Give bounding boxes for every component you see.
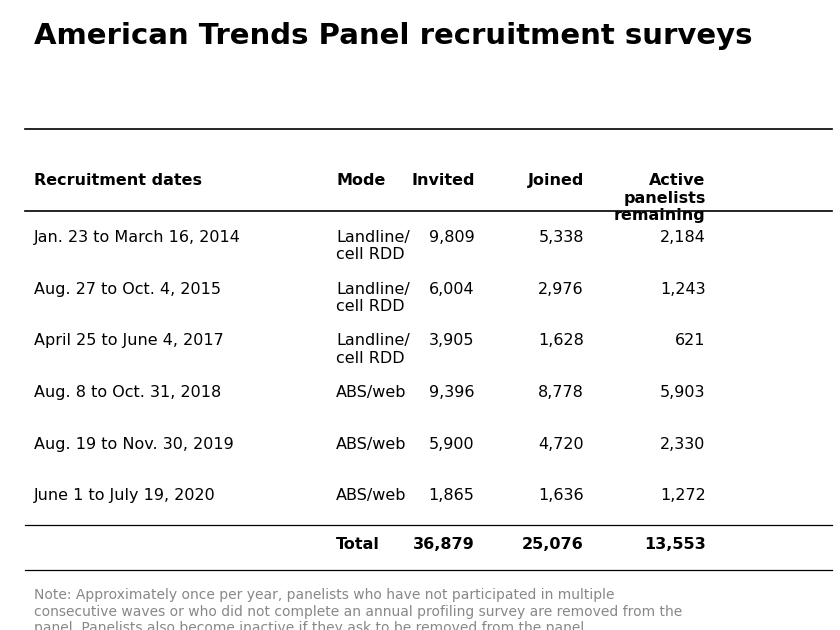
Text: 5,900: 5,900 — [429, 437, 475, 452]
Text: 36,879: 36,879 — [412, 537, 475, 552]
Text: Landline/
cell RDD: Landline/ cell RDD — [336, 333, 410, 365]
Text: June 1 to July 19, 2020: June 1 to July 19, 2020 — [34, 488, 215, 503]
Text: Aug. 8 to Oct. 31, 2018: Aug. 8 to Oct. 31, 2018 — [34, 385, 221, 400]
Text: 2,330: 2,330 — [660, 437, 706, 452]
Text: Landline/
cell RDD: Landline/ cell RDD — [336, 282, 410, 314]
Text: 2,976: 2,976 — [538, 282, 584, 297]
Text: 6,004: 6,004 — [429, 282, 475, 297]
Text: Landline/
cell RDD: Landline/ cell RDD — [336, 230, 410, 262]
Text: American Trends Panel recruitment surveys: American Trends Panel recruitment survey… — [34, 22, 752, 50]
Text: ABS/web: ABS/web — [336, 488, 407, 503]
Text: April 25 to June 4, 2017: April 25 to June 4, 2017 — [34, 333, 223, 348]
Text: 1,272: 1,272 — [660, 488, 706, 503]
Text: 621: 621 — [675, 333, 706, 348]
Text: Aug. 27 to Oct. 4, 2015: Aug. 27 to Oct. 4, 2015 — [34, 282, 221, 297]
Text: Note: Approximately once per year, panelists who have not participated in multip: Note: Approximately once per year, panel… — [34, 588, 682, 630]
Text: Joined: Joined — [528, 173, 584, 188]
Text: Aug. 19 to Nov. 30, 2019: Aug. 19 to Nov. 30, 2019 — [34, 437, 234, 452]
Text: Total: Total — [336, 537, 380, 552]
Text: ABS/web: ABS/web — [336, 437, 407, 452]
Text: 25,076: 25,076 — [522, 537, 584, 552]
Text: 13,553: 13,553 — [643, 537, 706, 552]
Text: 8,778: 8,778 — [538, 385, 584, 400]
Text: Recruitment dates: Recruitment dates — [34, 173, 202, 188]
Text: Invited: Invited — [411, 173, 475, 188]
Text: 1,243: 1,243 — [660, 282, 706, 297]
Text: 1,628: 1,628 — [538, 333, 584, 348]
Text: 1,865: 1,865 — [428, 488, 475, 503]
Text: 5,903: 5,903 — [660, 385, 706, 400]
Text: 9,396: 9,396 — [429, 385, 475, 400]
Text: 1,636: 1,636 — [538, 488, 584, 503]
Text: Mode: Mode — [336, 173, 386, 188]
Text: 9,809: 9,809 — [429, 230, 475, 245]
Text: ABS/web: ABS/web — [336, 385, 407, 400]
Text: 5,338: 5,338 — [538, 230, 584, 245]
Text: Active
panelists
remaining: Active panelists remaining — [614, 173, 706, 223]
Text: Jan. 23 to March 16, 2014: Jan. 23 to March 16, 2014 — [34, 230, 240, 245]
Text: 2,184: 2,184 — [659, 230, 706, 245]
Text: 4,720: 4,720 — [538, 437, 584, 452]
Text: 3,905: 3,905 — [429, 333, 475, 348]
